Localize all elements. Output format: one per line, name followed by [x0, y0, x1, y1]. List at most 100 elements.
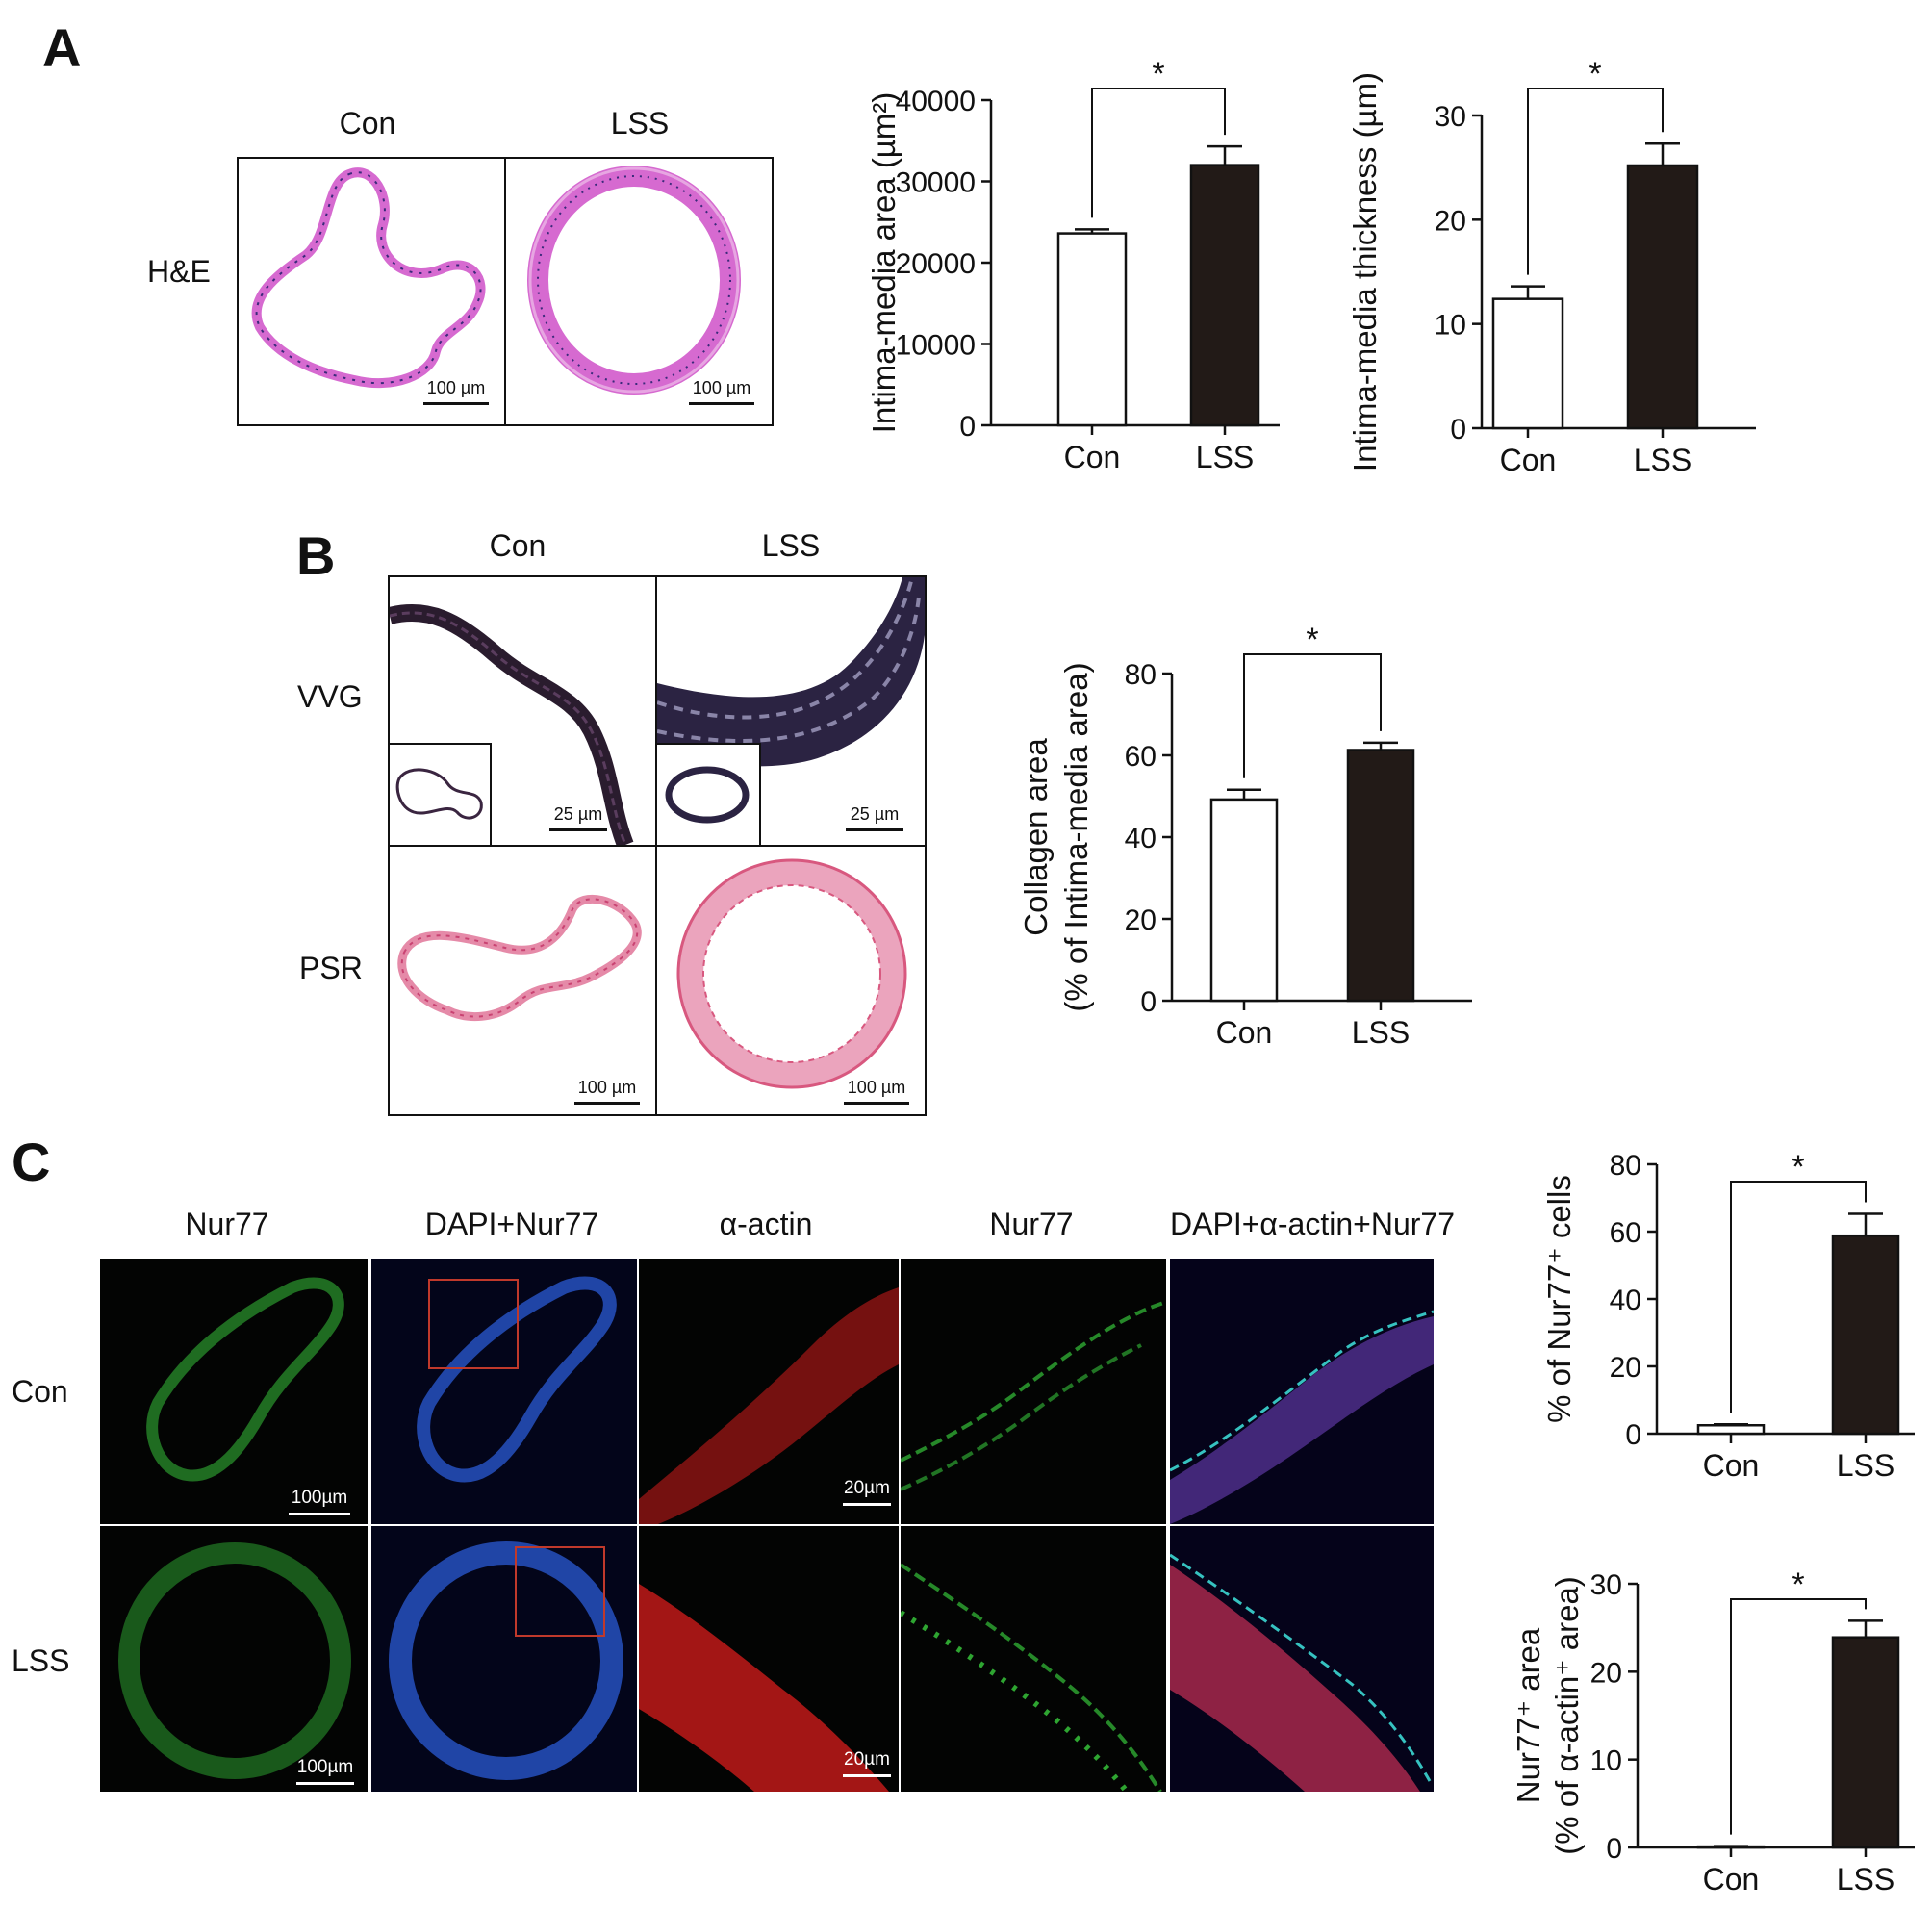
significance-bracket — [1243, 653, 1382, 778]
a-row-label-he: H&E — [147, 254, 211, 289]
a-col-label-con: Con — [339, 106, 396, 140]
c-col-label-merge: DAPI+α-actin+Nur77 — [1170, 1207, 1455, 1241]
y-tick-label: 10 — [1435, 310, 1466, 342]
x-tick-label-lss: LSS — [1634, 443, 1691, 477]
bar-lss — [1831, 1234, 1900, 1436]
if-con-merge — [1170, 1259, 1434, 1524]
c-row-label-con: Con — [12, 1374, 68, 1409]
y-tick-label: 0 — [1625, 1419, 1641, 1451]
significance-star: * — [1589, 56, 1601, 92]
he-lss-image: 100 µm — [504, 157, 774, 426]
chart-intima-media-thickness: 0 10 20 30 Con LSS * Intima-media thickness (µm… — [1347, 56, 1756, 477]
chart-nur77-cells: 0 20 40 60 80 Con LSS * % of Nur77⁺ cells — [1541, 1149, 1915, 1483]
y-tick-label: 30 — [1435, 101, 1466, 133]
if-con-scale-low: 100µm — [289, 1488, 350, 1515]
y-axis-label: Collagen area — [1018, 738, 1054, 936]
panel-letter-a: A — [42, 17, 82, 78]
x-tick-label-lss: LSS — [1837, 1448, 1894, 1483]
significance-bracket — [1730, 1598, 1867, 1835]
y-tick-label: 80 — [1125, 659, 1157, 691]
y-tick-label: 0 — [959, 411, 976, 443]
if-lss-scale-high: 20µm — [843, 1749, 891, 1777]
bar-con — [1696, 1424, 1766, 1436]
y-tick-label: 30 — [1590, 1569, 1622, 1601]
x-tick-label-con: Con — [1703, 1862, 1760, 1897]
y-tick-label: 10 — [1590, 1745, 1622, 1777]
vvg-con-inset — [390, 743, 492, 845]
bar-con — [1209, 798, 1279, 1003]
psr-con-scale-bar: 100 µm — [574, 1078, 640, 1105]
bar-lss — [1831, 1636, 1900, 1849]
y-axis-label: Intima-media area (µm²) — [866, 92, 902, 434]
psr-lss-scale-bar: 100 µm — [844, 1078, 909, 1105]
vvg-con-image: 25 µm — [388, 575, 657, 847]
y-tick-label: 0 — [1140, 986, 1157, 1018]
x-tick-label-lss: LSS — [1837, 1862, 1894, 1897]
if-con-nur77-high — [901, 1259, 1166, 1524]
y-tick-label: 60 — [1610, 1217, 1641, 1249]
panel-letter-c: C — [12, 1132, 51, 1192]
x-tick-label-lss: LSS — [1196, 440, 1254, 474]
chart-intima-media-area: 0 10000 20000 30000 40000 Con LSS * Intima-media… — [866, 56, 1280, 474]
y-tick-label: 10000 — [896, 330, 976, 362]
significance-star: * — [1792, 1566, 1804, 1603]
c-col-label-actin: α-actin — [719, 1207, 813, 1241]
chart-collagen-area: 0 20 40 60 80 Con LSS * Collagen area (% of Intim… — [1018, 622, 1472, 1050]
b-row-label-psr: PSR — [299, 951, 363, 985]
if-lss-actin: 20µm — [639, 1526, 899, 1792]
bar-con — [1491, 297, 1564, 430]
if-lss-nur77-low: 100µm — [100, 1526, 368, 1792]
y-axis-label: Intima-media thickness (µm) — [1347, 72, 1383, 471]
psr-con-image: 100 µm — [388, 845, 657, 1116]
bar-lss — [1189, 164, 1260, 427]
y-axis-label-secondary: (% of α-actin⁺ area) — [1549, 1576, 1585, 1855]
if-con-dapi-nur77-low — [371, 1259, 637, 1524]
y-tick-label: 0 — [1450, 414, 1466, 446]
y-tick-label: 20 — [1125, 904, 1157, 936]
significance-bracket — [1527, 88, 1664, 275]
y-tick-label: 60 — [1125, 741, 1157, 773]
y-tick-label: 20 — [1590, 1657, 1622, 1689]
bar-con — [1056, 232, 1128, 427]
y-tick-label: 20000 — [896, 248, 976, 280]
b-col-label-con: Con — [489, 528, 547, 563]
y-axis-label: Nur77⁺ area — [1511, 1627, 1546, 1803]
b-col-label-lss: LSS — [761, 528, 821, 563]
significance-star: * — [1152, 56, 1164, 92]
bar-lss — [1346, 749, 1415, 1003]
y-tick-label: 30000 — [896, 167, 976, 199]
significance-star: * — [1306, 622, 1318, 658]
vvg-lss-scale-bar: 25 µm — [846, 804, 903, 831]
x-tick-label-con: Con — [1703, 1448, 1760, 1483]
y-tick-label: 40000 — [896, 86, 976, 117]
c-col-label-dapi-nur77: DAPI+Nur77 — [424, 1207, 599, 1241]
y-axis-label: % of Nur77⁺ cells — [1541, 1175, 1577, 1423]
significance-bracket — [1091, 88, 1226, 218]
psr-lss-image: 100 µm — [655, 845, 927, 1116]
panel-letter-b: B — [296, 525, 336, 586]
vvg-lss-inset — [657, 743, 761, 845]
y-tick-label: 20 — [1435, 205, 1466, 237]
if-lss-dapi-nur77-low — [371, 1526, 637, 1792]
a-col-label-lss: LSS — [610, 106, 670, 140]
significance-star: * — [1792, 1149, 1804, 1185]
x-tick-label-con: Con — [1500, 443, 1557, 477]
y-tick-label: 40 — [1125, 823, 1157, 854]
c-row-label-lss: LSS — [12, 1643, 70, 1678]
c-col-label-nur77: Nur77 — [185, 1207, 269, 1241]
x-tick-label-con: Con — [1064, 440, 1121, 474]
if-con-scale-high: 20µm — [843, 1478, 891, 1506]
vvg-lss-image: 25 µm — [655, 575, 927, 847]
if-con-actin: 20µm — [639, 1259, 899, 1524]
he-lss-scale-bar: 100 µm — [689, 378, 754, 405]
if-lss-nur77-high — [901, 1526, 1166, 1792]
y-tick-label: 0 — [1606, 1833, 1622, 1865]
significance-bracket — [1730, 1181, 1867, 1413]
he-con-scale-bar: 100 µm — [423, 378, 489, 405]
if-lss-merge — [1170, 1526, 1434, 1792]
c-col-label-nur77-zoom: Nur77 — [989, 1207, 1074, 1241]
y-tick-label: 20 — [1610, 1352, 1641, 1384]
he-con-image: 100 µm — [237, 157, 506, 426]
bar-lss — [1626, 164, 1699, 430]
x-tick-label-lss: LSS — [1352, 1015, 1410, 1050]
